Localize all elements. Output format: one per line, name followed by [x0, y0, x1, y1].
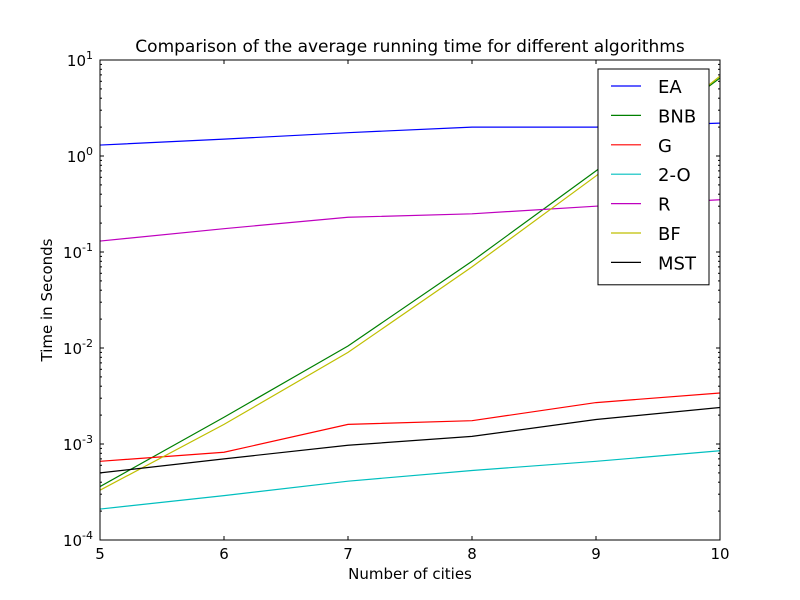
- legend-label: BNB: [658, 106, 696, 127]
- legend-label: R: [658, 195, 671, 216]
- series-line-g: [100, 392, 720, 462]
- legend-label: BF: [658, 224, 681, 245]
- plot-area: [100, 75, 720, 510]
- legend-label: 2-O: [658, 165, 691, 186]
- chart-title: Comparison of the average running time f…: [135, 37, 685, 57]
- plot-frame: [99, 59, 721, 541]
- y-tick-label: 10-1: [63, 241, 93, 262]
- axes: 5 6 7 8 9 10 10-4 10-3 10-2 10-1 100 101: [63, 49, 730, 563]
- x-tick-label: 7: [343, 545, 353, 563]
- legend-box: [597, 68, 710, 286]
- y-tick-label: 10-3: [63, 433, 93, 454]
- x-tick-label: 8: [467, 545, 477, 563]
- legend-label: G: [658, 136, 672, 157]
- x-tick-label: 6: [219, 545, 229, 563]
- x-axis-label: Number of cities: [348, 565, 472, 583]
- x-tick-label: 5: [95, 545, 105, 563]
- series-line-mst: [100, 406, 720, 474]
- series-line-2o: [100, 450, 720, 510]
- y-axis-label: Time in Seconds: [38, 238, 56, 362]
- legend: EA BNB G 2-O R BF MST: [597, 68, 710, 286]
- y-tick-label: 10-2: [63, 337, 93, 358]
- x-tick-label: 10: [710, 545, 729, 563]
- x-tick-label: 9: [591, 545, 601, 563]
- legend-label: MST: [658, 253, 697, 274]
- y-tick-label: 10-4: [63, 529, 93, 550]
- y-tick-label: 101: [67, 49, 93, 70]
- legend-label: EA: [658, 77, 682, 98]
- y-tick-label: 100: [67, 145, 93, 166]
